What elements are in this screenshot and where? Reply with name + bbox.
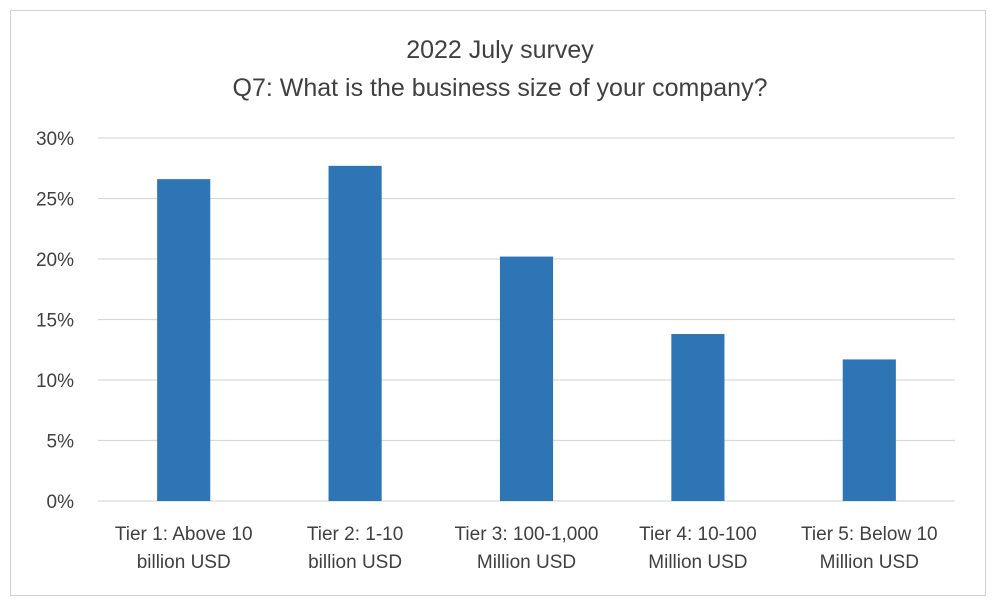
x-category-label: billion USD <box>137 552 231 573</box>
y-tick-label: 0% <box>47 492 75 513</box>
y-axis-ticks: 0% 5% 10% 15% 20% 25% 30% <box>36 129 74 513</box>
bar <box>499 256 554 501</box>
y-tick-label: 5% <box>47 432 75 453</box>
x-category-label: Tier 5: Below 10 <box>801 524 938 545</box>
bar <box>842 359 896 501</box>
bar <box>328 165 382 501</box>
chart-subtitle: Q7: What is the business size of your co… <box>233 74 768 102</box>
y-tick-label: 30% <box>36 129 74 150</box>
x-category-label: Tier 3: 100-1,000 <box>455 524 599 545</box>
y-tick-label: 20% <box>36 250 74 271</box>
bar <box>157 179 211 501</box>
x-category-label: Tier 4: 10-100 <box>639 524 757 545</box>
x-category-label: Million USD <box>477 552 576 573</box>
x-axis-categories: Tier 1: Above 10 billion USD Tier 2: 1-10 b… <box>115 524 938 573</box>
x-category-label: Tier 1: Above 10 <box>115 524 253 545</box>
y-tick-label: 15% <box>36 311 74 332</box>
x-category-label: Million USD <box>648 552 747 573</box>
x-category-label: Million USD <box>820 552 919 573</box>
chart-title: 2022 July survey <box>406 36 594 64</box>
bars <box>157 165 896 501</box>
y-tick-label: 10% <box>36 371 74 392</box>
x-category-label: billion USD <box>308 552 402 573</box>
x-category-label: Tier 2: 1-10 <box>307 524 403 545</box>
y-tick-label: 25% <box>36 190 74 211</box>
bar <box>671 334 725 501</box>
